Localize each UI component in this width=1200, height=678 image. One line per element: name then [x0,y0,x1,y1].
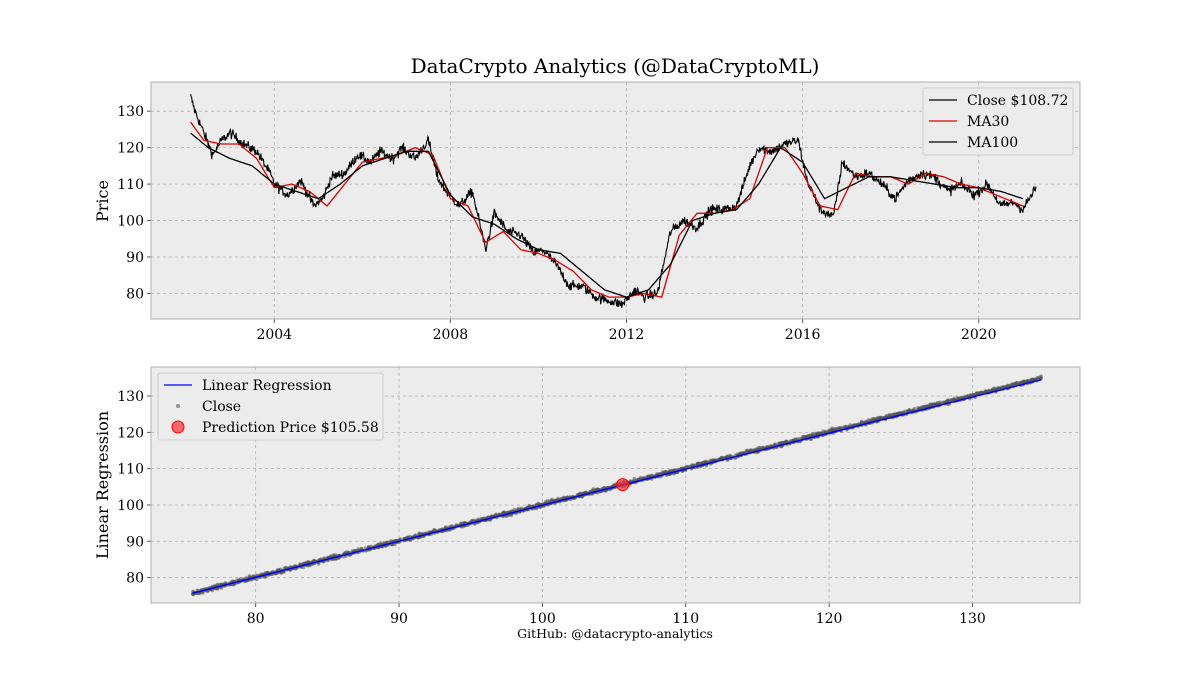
x-tick-label: 130 [959,611,986,627]
footer-credit: GitHub: @datacrypto-analytics [517,626,713,641]
series-line-close [190,93,1037,308]
series-line-ma100 [190,132,1024,298]
scatter-point [663,470,667,475]
scatter-point [843,424,847,429]
scatter-point [791,438,796,442]
scatter-point [887,413,891,417]
scatter-point [393,542,397,547]
scatter-point [1030,378,1035,382]
scatter-point [835,426,839,431]
regression-chart: 80 90 100 110 120 130 80 90 100 110 120 130 Linear R… [117,366,1081,627]
scatter-point [975,392,979,396]
y-tick-label: 110 [117,462,144,478]
chart-title: DataCrypto Analytics (@DataCryptoML) [411,54,820,78]
scatter-point [660,471,665,475]
y-tick-label: 80 [126,286,144,302]
x-tick-label: 2016 [785,327,821,343]
scatter-point [754,447,759,451]
legend-label: Prediction Price $105.58 [202,420,379,436]
y-tick-label: 100 [117,498,144,514]
x-tick-label: 100 [529,611,556,627]
x-tick-label: 80 [247,611,265,627]
x-tick-label: 90 [390,611,408,627]
scatter-point [1006,383,1010,388]
scatter-point [369,544,374,548]
x-tick-label: 2012 [609,327,645,343]
legend-label: MA30 [967,114,1009,130]
scatter-point [760,446,765,450]
y-tick-label: 110 [117,177,144,193]
legend-box [157,372,384,441]
scatter-point [875,417,880,421]
y-tick-label: 100 [117,214,144,230]
scatter-point [1019,381,1023,385]
prediction-point [616,478,630,492]
price-axis-label: Price [93,180,112,222]
legend-label: Close $108.72 [967,93,1068,109]
scatter-point [548,499,552,503]
scatter-point [595,487,599,492]
scatter-point [591,487,595,491]
scatter-point [838,426,843,430]
scatter-point [913,406,917,411]
y-tick-label: 120 [117,425,144,441]
plot-frame [150,366,1081,604]
scatter-point [745,449,750,453]
legend-swatch [176,404,180,408]
scatter-point [821,429,825,433]
scatter-point [801,434,805,439]
scatter-point [642,476,646,480]
scatter-point [890,412,894,417]
y-tick-label: 130 [117,389,144,405]
scatter-point [985,389,989,393]
plot-frame [150,81,1081,320]
scatter-point [1039,375,1044,379]
legend-box [922,87,1074,156]
x-tick-label: 2020 [961,327,997,343]
y-tick-label: 130 [117,104,144,120]
y-tick-label: 90 [126,250,144,266]
x-tick-label: 2004 [256,327,292,343]
y-tick-label: 120 [117,141,144,157]
y-tick-label: 90 [126,534,144,550]
scatter-point [1014,382,1018,386]
scatter-point [780,440,785,445]
scatter-point [777,442,781,446]
price-chart: 2004 2008 2012 2016 2020 80 90 100 110 120 130 Clos… [117,81,1081,343]
legend-swatch [171,420,185,434]
scatter-point [814,431,818,436]
legend-label: MA100 [967,135,1018,151]
y-tick-label: 80 [126,571,144,587]
x-tick-label: 2008 [433,327,469,343]
x-tick-label: 120 [816,611,843,627]
x-tick-label: 110 [672,611,699,627]
regression-axis-label: Linear Regression [93,411,112,559]
scatter-point [735,452,739,456]
scatter-point [703,459,707,464]
legend-label: Linear Regression [202,378,332,394]
scatter-point [282,566,287,570]
legend-label: Close [202,399,241,415]
